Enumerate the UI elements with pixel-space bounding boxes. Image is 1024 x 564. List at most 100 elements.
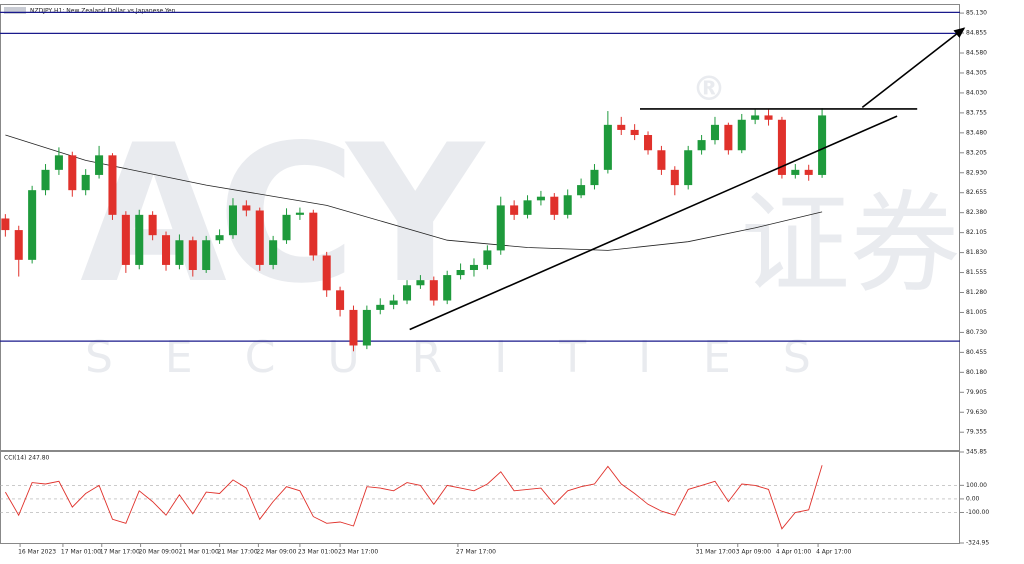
candle-body: [751, 115, 760, 120]
candle-body: [657, 150, 666, 170]
x-tick-label: 17 Mar 17:00: [100, 549, 140, 556]
candle-body: [188, 240, 197, 271]
x-tick-label: 16 Mar 2023: [18, 549, 56, 556]
trend-drawing: [409, 115, 898, 331]
candle-body: [617, 124, 626, 130]
candle-body: [54, 155, 63, 170]
x-tick-label: 21 Mar 17:00: [218, 549, 258, 556]
y-tick-label: 84.855: [966, 30, 987, 37]
watermark-mark: ®: [692, 69, 726, 109]
y2-tick-label: -324.95: [966, 540, 989, 547]
x-tick-label: 31 Mar 17:00: [696, 549, 736, 556]
candle-body: [710, 124, 719, 141]
candle-body: [469, 264, 478, 271]
candle-body: [175, 240, 184, 265]
candle-body: [429, 280, 438, 301]
x-tick-label: 3 Apr 09:00: [736, 549, 771, 556]
y-tick-label: 81.830: [966, 249, 987, 256]
y-tick-label: 81.280: [966, 289, 987, 296]
candle-body: [496, 205, 505, 251]
candle-body: [403, 285, 412, 301]
candle-body: [336, 290, 345, 310]
candle-body: [389, 300, 398, 305]
candle-body: [14, 230, 23, 260]
y-tick-label: 80.180: [966, 369, 987, 376]
candle-body: [630, 129, 639, 136]
candle-body: [697, 140, 706, 151]
candle-body: [215, 235, 224, 241]
candle-body: [764, 115, 773, 120]
candle-body: [536, 196, 545, 201]
x-tick-label: 20 Mar 09:00: [139, 549, 179, 556]
candle-body: [81, 174, 90, 191]
candle-body: [456, 270, 465, 276]
y-tick-label: 82.655: [966, 189, 987, 196]
x-tick-label: 22 Mar 09:00: [256, 549, 296, 556]
candle-body: [282, 214, 291, 241]
candle-body: [362, 309, 371, 346]
indicator-panel-frame: [0, 451, 960, 544]
candle-body: [148, 214, 157, 236]
cci-line: [5, 465, 823, 530]
candle-body: [603, 124, 612, 170]
candle-body: [255, 210, 264, 265]
candle-body: [309, 212, 318, 256]
candle-body: [590, 169, 599, 186]
indicator-label: CCI(14) 247.80: [4, 455, 50, 462]
trend-drawing: [861, 27, 966, 109]
candle-body: [322, 255, 331, 291]
y2-tick-label: 345.85: [966, 449, 987, 456]
y-tick-label: 85.130: [966, 10, 987, 17]
y-tick-label: 81.555: [966, 269, 987, 276]
y-tick-label: 83.755: [966, 109, 987, 116]
y2-tick-label: 100.00: [966, 482, 987, 489]
y-tick-label: 80.455: [966, 349, 987, 356]
y-tick-label: 81.005: [966, 309, 987, 316]
candle-body: [28, 190, 37, 260]
candle-body: [68, 155, 77, 191]
x-tick-label: 23 Mar 01:00: [298, 549, 338, 556]
candle-body: [416, 280, 425, 286]
x-tick-label: 21 Mar 01:00: [179, 549, 219, 556]
candle-body: [443, 275, 452, 301]
moving-average: [5, 134, 823, 251]
candle-body: [228, 205, 237, 236]
candle-body: [41, 169, 50, 191]
y-tick-label: 82.380: [966, 209, 987, 216]
candle-body: [577, 185, 586, 196]
y-tick-label: 79.355: [966, 429, 987, 436]
candle-body: [670, 169, 679, 186]
candle-body: [295, 212, 304, 215]
x-tick-label: 23 Mar 17:00: [338, 549, 378, 556]
candle-body: [135, 214, 144, 265]
candle-body: [791, 169, 800, 175]
candle-body: [777, 119, 786, 175]
watermark-logo: ACY: [80, 104, 486, 325]
y-tick-label: 80.730: [966, 329, 987, 336]
candle-body: [550, 196, 559, 215]
candle-body: [684, 150, 693, 186]
y-tick-label: 84.305: [966, 69, 987, 76]
watermark-cn: 证券: [740, 180, 960, 308]
y-tick-label: 79.630: [966, 409, 987, 416]
watermark-en: SECURITIES: [85, 332, 863, 383]
y-tick-label: 84.580: [966, 49, 987, 56]
y-tick-label: 82.105: [966, 229, 987, 236]
candle-body: [804, 169, 813, 175]
candle-body: [644, 135, 653, 151]
candle-body: [737, 119, 746, 151]
y-tick-label: 82.930: [966, 169, 987, 176]
x-tick-label: 27 Mar 17:00: [456, 549, 496, 556]
y-tick-label: 83.205: [966, 149, 987, 156]
symbol-icon: [4, 7, 26, 14]
y2-tick-label: 0.00: [966, 495, 980, 502]
candle-body: [162, 235, 171, 265]
candle-body: [523, 200, 532, 215]
candle-body: [510, 205, 519, 215]
candle-body: [202, 240, 211, 271]
x-tick-label: 4 Apr 17:00: [816, 549, 851, 556]
y-tick-label: 84.030: [966, 89, 987, 96]
